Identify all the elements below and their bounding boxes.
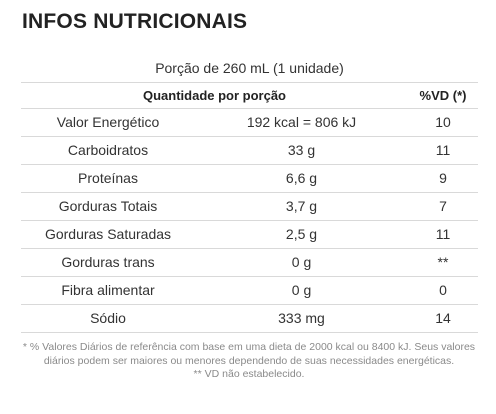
- nutrient-quantity: 3,7 g: [285, 198, 318, 214]
- nutrient-vd: 14: [435, 310, 451, 326]
- nutrient-vd: 0: [439, 282, 447, 298]
- nutrient-quantity: 333 mg: [278, 310, 325, 326]
- table-row: Valor Energético 192 kcal = 806 kJ 10: [21, 109, 478, 137]
- nutrient-name: Proteínas: [78, 170, 138, 186]
- table-row: Fibra alimentar 0 g 0: [21, 277, 478, 305]
- table-row: Gorduras trans 0 g **: [21, 249, 478, 277]
- nutrient-vd: 10: [435, 114, 451, 130]
- page-title: INFOS NUTRICIONAIS: [22, 10, 248, 33]
- footnote-vd-reference: * % Valores Diários de referência com ba…: [22, 341, 476, 367]
- nutrient-vd: 11: [435, 226, 451, 242]
- header-vd: %VD (*): [419, 88, 467, 103]
- nutrient-vd: 11: [435, 142, 451, 158]
- nutrient-name: Gorduras Totais: [58, 198, 158, 214]
- table-header: Quantidade por porção %VD (*): [21, 83, 478, 109]
- nutrition-table: Porção de 260 mL (1 unidade) Quantidade …: [21, 54, 478, 333]
- nutrient-quantity: 6,6 g: [285, 170, 318, 186]
- table-row: Sódio 333 mg 14: [21, 305, 478, 333]
- nutrient-quantity: 192 kcal = 806 kJ: [246, 114, 357, 130]
- header-quantity: Quantidade por porção: [142, 88, 286, 103]
- nutrient-name: Carboidratos: [67, 142, 149, 158]
- nutrient-vd: **: [437, 254, 449, 270]
- nutrient-name: Sódio: [90, 310, 126, 326]
- nutrient-name: Gorduras Saturadas: [44, 226, 172, 242]
- nutrient-quantity: 0 g: [291, 254, 312, 270]
- table-row: Carboidratos 33 g 11: [21, 137, 478, 165]
- table-row: Gorduras Saturadas 2,5 g 11: [21, 221, 478, 249]
- footnote-vd-not-established: ** VD não estabelecido.: [193, 368, 305, 380]
- nutrient-name: Fibra alimentar: [61, 282, 155, 298]
- table-row: Gorduras Totais 3,7 g 7: [21, 193, 478, 221]
- nutrient-vd: 7: [439, 198, 447, 214]
- footnote: * % Valores Diários de referência com ba…: [20, 341, 478, 382]
- nutrient-quantity: 0 g: [291, 282, 312, 298]
- nutrient-quantity: 2,5 g: [285, 226, 318, 242]
- nutrient-name: Gorduras trans: [61, 254, 155, 270]
- nutrient-vd: 9: [439, 170, 447, 186]
- nutrient-quantity: 33 g: [287, 142, 316, 158]
- serving-size: Porção de 260 mL (1 unidade): [21, 54, 478, 83]
- nutrient-name: Valor Energético: [56, 114, 160, 130]
- table-row: Proteínas 6,6 g 9: [21, 165, 478, 193]
